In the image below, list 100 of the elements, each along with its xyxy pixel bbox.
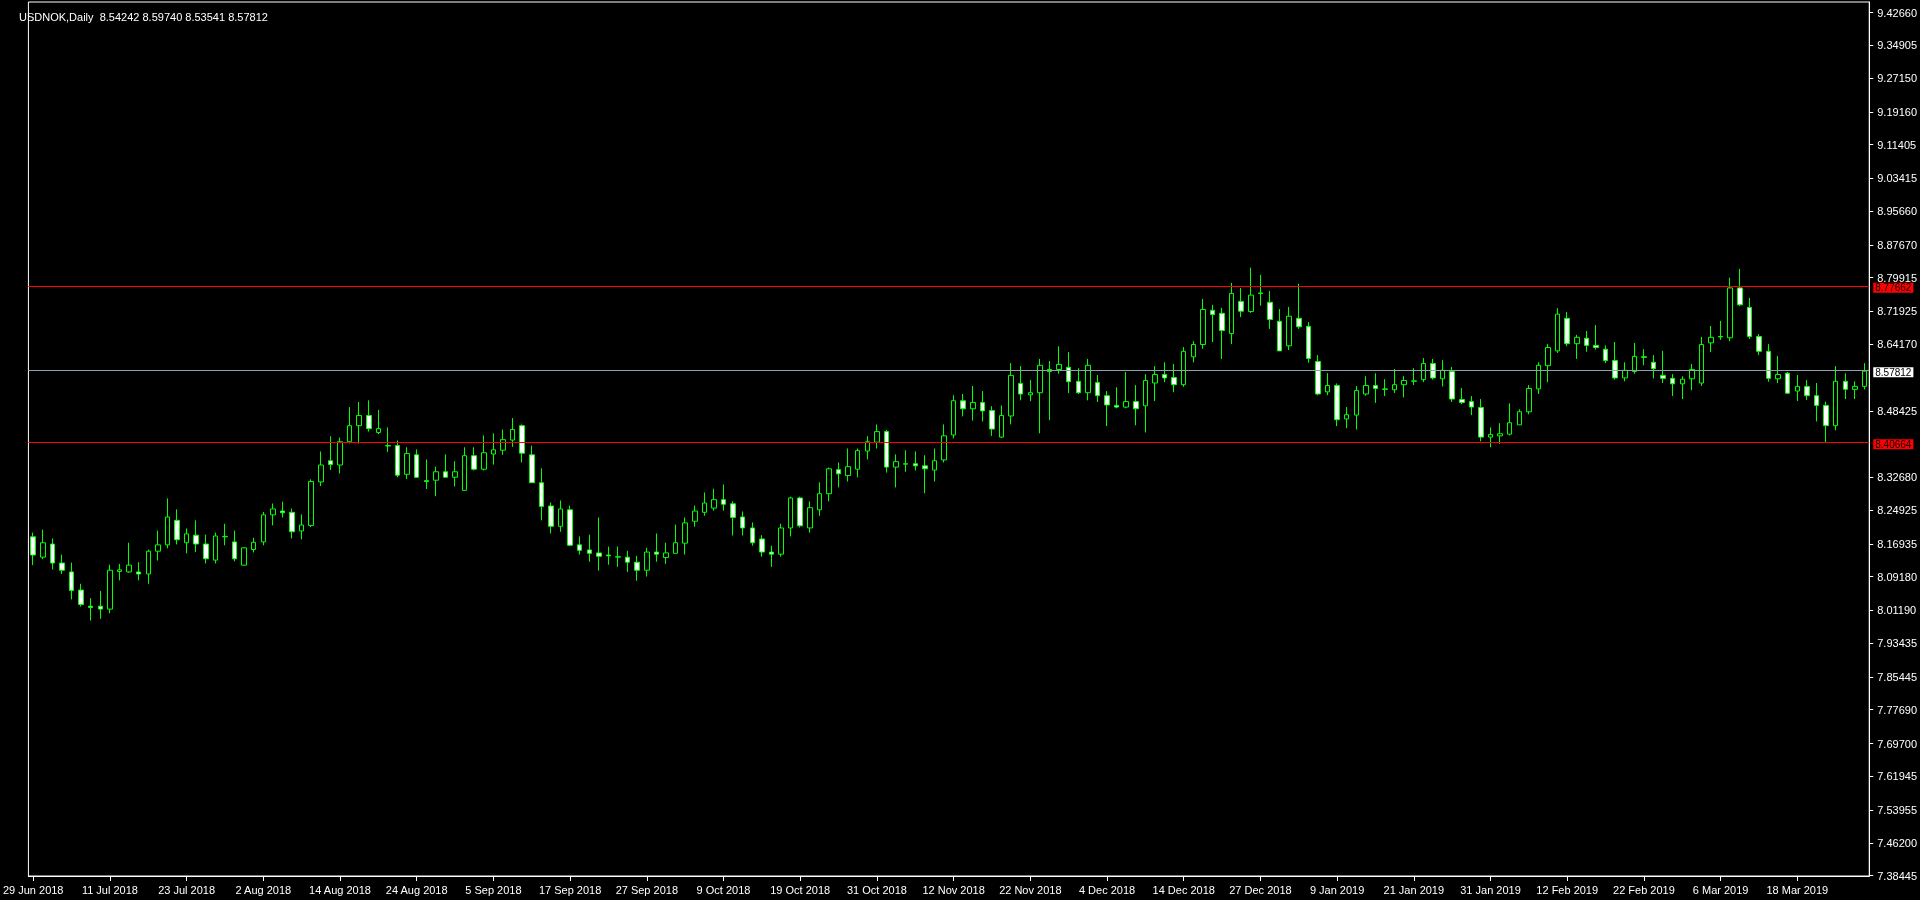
candlestick xyxy=(1785,371,1790,395)
y-tick-label: 9.19160 xyxy=(1877,105,1917,118)
candlestick xyxy=(395,439,400,478)
candlestick xyxy=(1469,395,1474,416)
x-tick-label: 31 Jan 2019 xyxy=(1460,883,1521,896)
candlestick xyxy=(1286,306,1292,351)
y-tick-label: 7.93435 xyxy=(1877,637,1917,650)
candlestick xyxy=(69,562,74,600)
candlestick xyxy=(1076,367,1081,395)
candlestick xyxy=(184,527,189,554)
candlestick xyxy=(941,423,947,463)
y-tick-label: 8.71925 xyxy=(1877,305,1917,318)
candlestick xyxy=(922,454,928,494)
candlestick xyxy=(1133,384,1139,426)
candlestick xyxy=(1555,307,1560,354)
candlestick xyxy=(193,519,199,553)
candlestick xyxy=(634,555,640,582)
candlestick xyxy=(433,466,439,497)
candlestick xyxy=(644,547,650,578)
candlestick xyxy=(1401,375,1407,398)
candlestick xyxy=(577,535,582,556)
x-tick-label: 22 Nov 2018 xyxy=(999,883,1062,896)
candlestick xyxy=(491,432,496,466)
candlestick xyxy=(1699,336,1704,387)
x-tick-label: 18 Mar 2019 xyxy=(1766,883,1829,896)
candlestick xyxy=(1219,307,1225,360)
candlestick xyxy=(960,393,966,417)
candlestick xyxy=(567,505,573,547)
x-tick-label: 4 Dec 2018 xyxy=(1078,883,1136,896)
candlestick xyxy=(596,516,602,572)
candlestick xyxy=(1421,357,1426,383)
candlestick xyxy=(721,483,726,512)
x-tick-label: 31 Oct 2018 xyxy=(846,883,907,896)
candlestick xyxy=(251,537,256,553)
candlestick xyxy=(1238,287,1244,318)
candlestick xyxy=(548,502,554,534)
candlestick xyxy=(1833,365,1838,431)
y-tick-label: 9.42660 xyxy=(1877,6,1917,19)
candlestick xyxy=(510,417,515,448)
candlestick xyxy=(845,448,851,482)
candlestick xyxy=(414,448,419,479)
candlestick xyxy=(702,491,707,517)
candlestick xyxy=(165,497,170,549)
y-tick-label: 7.38445 xyxy=(1877,869,1917,882)
candlestick xyxy=(1325,372,1330,396)
candlestick xyxy=(1392,368,1397,394)
candlestick xyxy=(1670,373,1675,397)
candlestick xyxy=(1737,268,1743,307)
y-tick-label: 8.32680 xyxy=(1877,471,1917,484)
ref-line-label: 8.77662 xyxy=(1875,282,1912,294)
candlestick xyxy=(452,460,458,488)
candlestick xyxy=(1095,374,1100,403)
candlestick xyxy=(1210,304,1215,343)
candlestick xyxy=(1363,375,1369,397)
candlestick xyxy=(1459,387,1465,405)
ref-line-label: 8.40664 xyxy=(1875,438,1912,450)
y-tick-label: 7.77690 xyxy=(1877,703,1917,716)
y-tick-label: 9.34905 xyxy=(1877,39,1917,52)
candlestick xyxy=(1430,358,1436,381)
candlestick xyxy=(606,546,611,566)
candlestick xyxy=(1632,342,1637,375)
y-tick-label: 8.48425 xyxy=(1877,404,1917,417)
candlestick xyxy=(1267,290,1273,330)
candlestick xyxy=(1488,426,1493,448)
candlestick xyxy=(261,511,266,546)
candlestick xyxy=(1114,386,1119,409)
candlestick xyxy=(999,404,1004,439)
candlestick xyxy=(337,437,343,474)
candlestick xyxy=(1497,422,1503,445)
y-tick-label: 8.79915 xyxy=(1877,271,1917,284)
candlestick xyxy=(1775,355,1781,384)
candlestick xyxy=(1660,350,1666,384)
candlestick xyxy=(50,538,55,570)
candlestick xyxy=(750,521,755,547)
candlestick xyxy=(673,524,678,554)
ref-line-label: 8.57812 xyxy=(1875,366,1912,378)
candlestick xyxy=(625,550,630,573)
x-tick-label: 9 Oct 2018 xyxy=(696,883,751,896)
candlestick xyxy=(1727,277,1733,342)
x-tick-label: 12 Nov 2018 xyxy=(922,883,985,896)
y-tick-label: 9.11405 xyxy=(1877,138,1917,151)
candlestick xyxy=(1478,398,1484,442)
candlestick xyxy=(1622,361,1628,382)
candlestick xyxy=(1382,378,1388,397)
candlestick xyxy=(40,529,46,560)
candlestick xyxy=(874,423,880,450)
x-tick-label: 22 Feb 2019 xyxy=(1613,883,1675,896)
candlestick xyxy=(289,508,295,540)
y-tick-label: 7.69700 xyxy=(1877,737,1917,750)
candlestick xyxy=(1411,367,1417,386)
candlestick xyxy=(1708,325,1714,353)
candlestick xyxy=(222,523,228,546)
x-tick-label: 2 Aug 2018 xyxy=(235,883,292,896)
y-tick-label: 7.85445 xyxy=(1877,670,1917,683)
candlestick xyxy=(826,467,832,502)
candlestick xyxy=(1862,362,1867,390)
candlestick xyxy=(1545,343,1551,383)
candlestick xyxy=(280,501,285,518)
y-tick-label: 8.87670 xyxy=(1877,238,1917,251)
candlestick xyxy=(1612,341,1618,381)
